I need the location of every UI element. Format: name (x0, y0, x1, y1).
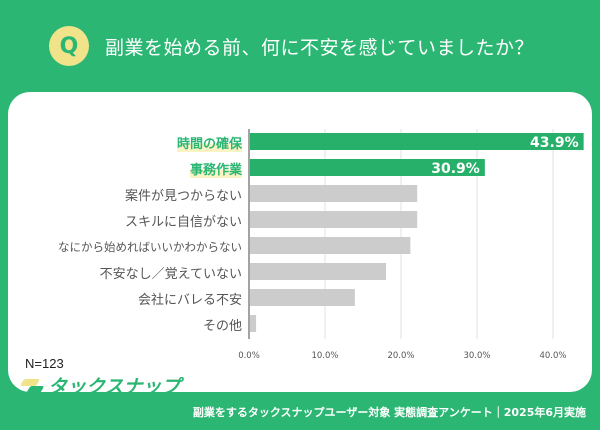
x-tick-label: 20.0% (387, 351, 414, 361)
sample-size: N=123 (25, 356, 64, 371)
bar (250, 237, 411, 254)
x-tick-label: 0.0% (238, 351, 260, 361)
category-label: 事務作業 (189, 159, 242, 178)
question-badge-letter: Q (59, 33, 79, 59)
x-tick-label: 30.0% (463, 351, 490, 361)
category-label: 会社にバレる不安 (137, 293, 242, 308)
bar (250, 185, 418, 202)
brand-logo: タックスナップ (19, 372, 181, 399)
x-tick-label: 40.0% (539, 351, 566, 361)
bar (250, 263, 387, 280)
category-label: 不安なし／覚えていない (99, 267, 242, 282)
bar-value-label: 43.9% (530, 135, 579, 151)
bar (250, 289, 355, 306)
bar (250, 211, 418, 228)
bar-value-label: 30.9% (431, 161, 480, 177)
category-label: スキルに自信がない (124, 215, 242, 230)
x-tick-label: 10.0% (311, 351, 338, 361)
logo-mark-icon (19, 376, 45, 396)
bar (250, 315, 257, 332)
bar (250, 159, 485, 176)
category-label: なにから始めればいいかわからない (58, 240, 242, 254)
category-label: 時間の確保 (176, 133, 242, 152)
category-label: その他 (202, 319, 242, 334)
logo-text: タックスナップ (48, 376, 181, 398)
bar (250, 133, 584, 150)
survey-footer: 副業をするタックスナップユーザー対象 実態調査アンケート｜2025年6月実施 (192, 406, 586, 419)
question-title: 副業を始める前、何に不安を感じていましたか？ (105, 37, 535, 59)
question-badge-icon: Q (49, 26, 89, 66)
category-label: 案件が見つからない (124, 189, 242, 204)
